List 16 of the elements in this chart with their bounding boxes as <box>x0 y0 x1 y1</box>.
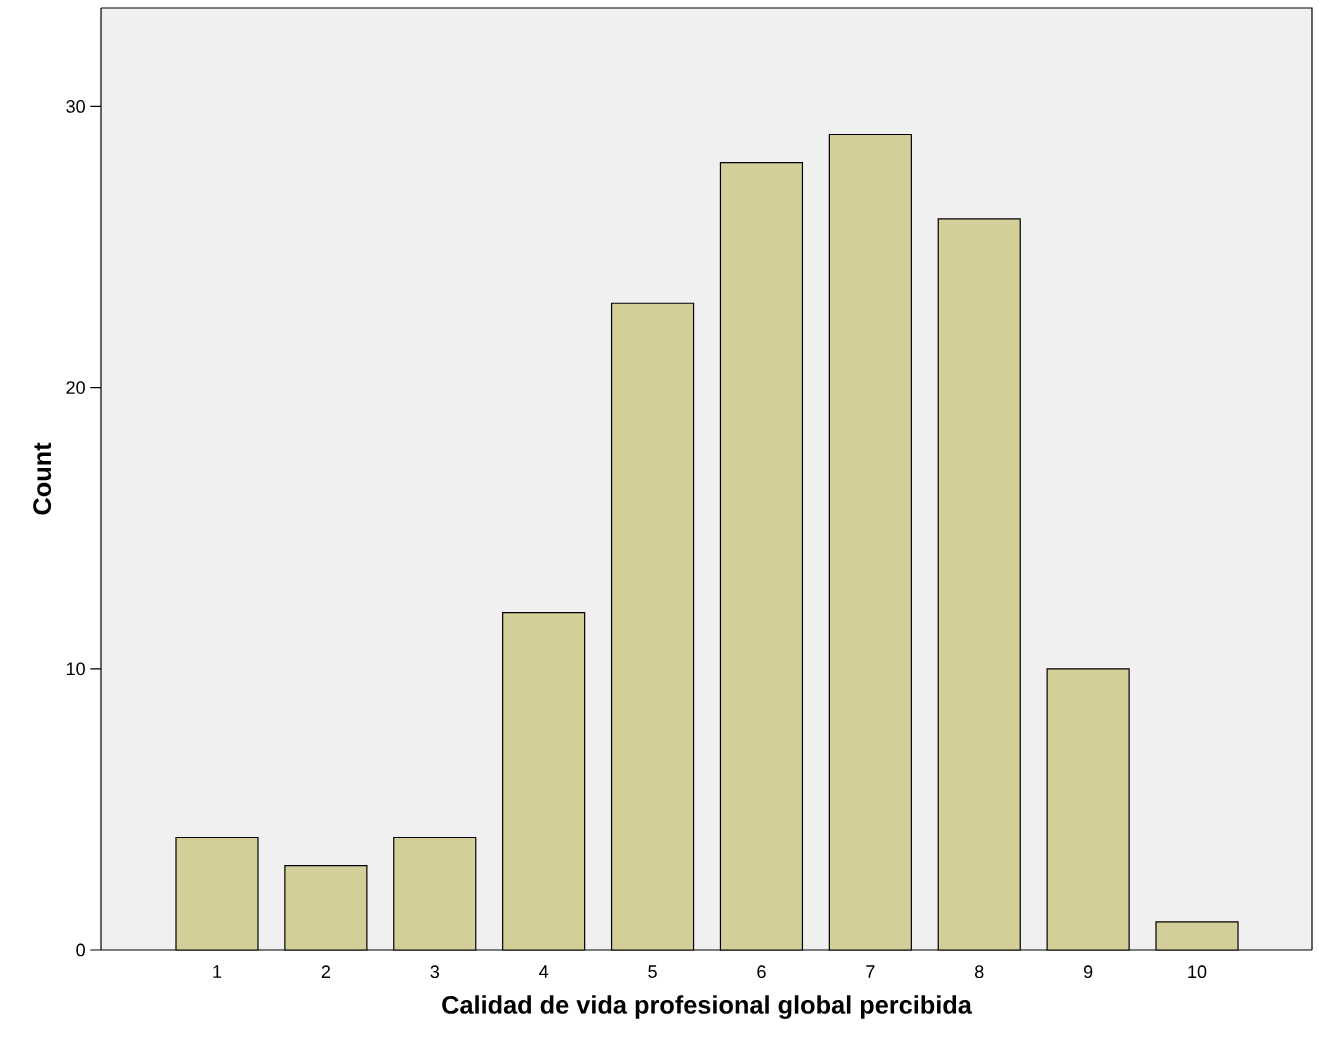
x-axis-title: Calidad de vida profesional global percibida <box>442 995 973 1019</box>
y-tick-label: 0 <box>76 943 85 957</box>
x-tick-label: 2 <box>321 965 330 978</box>
x-tick-label: 3 <box>430 965 439 979</box>
x-tick-label: 9 <box>1083 965 1093 979</box>
x-tick-label: 7 <box>866 965 875 978</box>
x-tick-label: 1 <box>213 965 222 978</box>
x-tick-label: 8 <box>975 965 984 979</box>
x-tick-label: 10 <box>1188 965 1207 979</box>
y-tick-label: 20 <box>66 381 85 394</box>
y-tick-label: 30 <box>66 100 85 113</box>
x-tick-label: 4 <box>539 965 549 978</box>
y-tick-label: 10 <box>66 662 85 676</box>
x-tick-label: 6 <box>757 965 766 979</box>
y-axis-title: Count <box>33 442 52 515</box>
x-tick-label: 5 <box>648 965 657 978</box>
